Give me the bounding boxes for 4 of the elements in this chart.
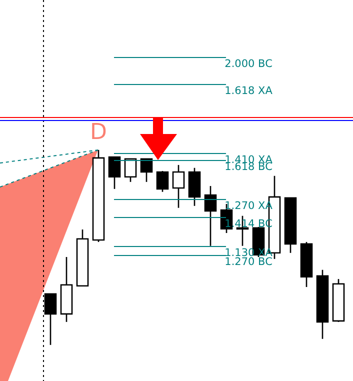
- ref-line-label: 1.618 XA: [224, 85, 274, 98]
- text: D: [90, 120, 107, 145]
- ref-line-label: 2.000 BC: [224, 58, 272, 70]
- ref-line-label: 1.270 BC: [224, 256, 272, 268]
